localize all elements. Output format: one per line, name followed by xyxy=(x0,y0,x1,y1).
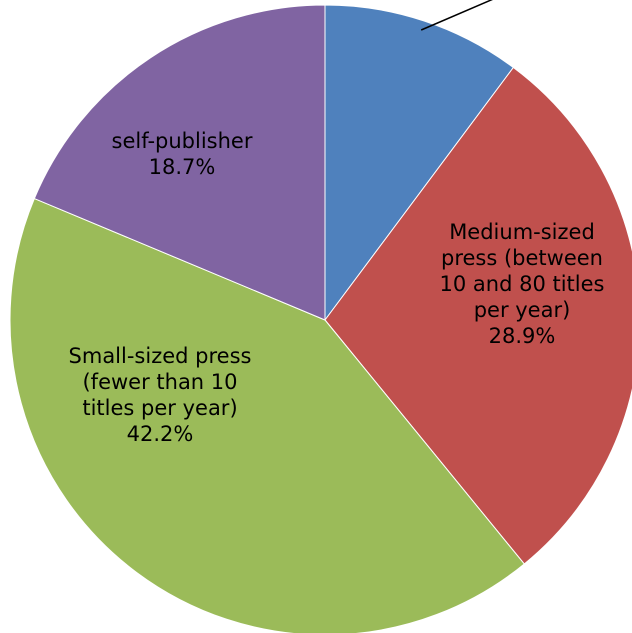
slice-label-line: titles per year) xyxy=(82,396,237,420)
slice-label-line: self-publisher xyxy=(112,129,253,153)
slice-label-line: (fewer than 10 xyxy=(82,370,237,394)
pie-slice-0 xyxy=(324,4,515,322)
slice-label-2: Small-sized press (fewer than 10 titles pe… xyxy=(69,344,252,446)
slice-value-label: 18.7% xyxy=(149,155,216,179)
pie-slice-2 xyxy=(9,197,525,633)
slice-label-line: per year) xyxy=(474,298,571,322)
pie-slice-1 xyxy=(324,66,632,565)
leader-line xyxy=(420,0,493,31)
slice-label-line: Small-sized press xyxy=(69,344,252,368)
slice-label-line: 10 and 80 titles xyxy=(440,272,605,296)
slice-label-1: Medium-sized press (between 10 and 80 titl… xyxy=(440,220,605,348)
slice-label-line: Medium-sized xyxy=(449,220,595,244)
slice-labels: Medium-sized press (between 10 and 80 titl… xyxy=(69,129,605,446)
pie-slice-3 xyxy=(33,4,326,321)
pie-slices xyxy=(9,4,632,633)
slice-label-line: press (between xyxy=(441,246,603,270)
slice-value-label: 28.9% xyxy=(489,324,556,348)
slice-value-label: 42.2% xyxy=(127,422,194,446)
slice-label-3: self-publisher 18.7% xyxy=(112,129,253,179)
